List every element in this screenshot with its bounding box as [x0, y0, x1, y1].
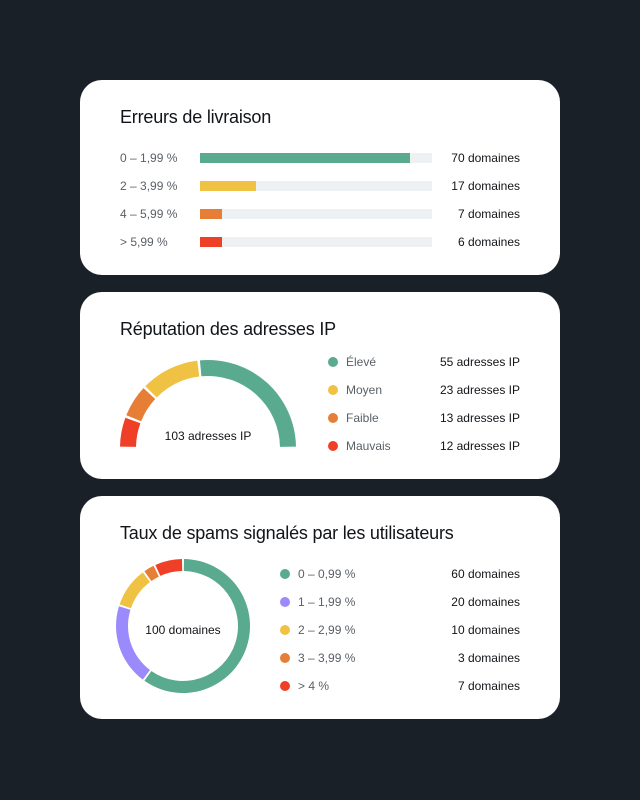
gauge-segment — [199, 360, 296, 447]
bar-value: 7 domaines — [457, 207, 520, 221]
donut-segment — [144, 559, 250, 693]
legend-value: 10 domaines — [451, 623, 520, 637]
donut-segment — [115, 606, 151, 680]
legend-dot-icon — [280, 681, 290, 691]
bar-row: 2 – 3,99 % 17 domaines — [120, 178, 520, 194]
legend-dot-icon — [280, 597, 290, 607]
legend-label: Mauvais — [346, 439, 391, 453]
bar-fill — [200, 237, 223, 247]
ip-reputation-total: 103 adresses IP — [164, 429, 252, 443]
bar-track — [200, 237, 432, 247]
gauge-segment — [126, 388, 156, 422]
legend-value: 3 domaines — [457, 651, 520, 665]
bar-track — [200, 209, 432, 219]
legend-dot-icon — [280, 625, 290, 635]
legend-dot-icon — [328, 441, 338, 451]
legend-item: 0 – 0,99 % 60 domaines — [280, 566, 520, 582]
legend-value: 23 adresses IP — [439, 383, 520, 397]
spam-rate-title: Taux de spams signalés par les utilisate… — [120, 523, 454, 543]
legend-label: 1 – 1,99 % — [298, 595, 356, 609]
legend-item: 2 – 2,99 % 10 domaines — [280, 622, 520, 638]
bar-row: 4 – 5,99 % 7 domaines — [120, 206, 520, 222]
legend-value: 60 domaines — [451, 567, 520, 581]
ip-reputation-title: Réputation des adresses IP — [120, 319, 336, 339]
legend-label: 0 – 0,99 % — [298, 567, 356, 581]
legend-value: 12 adresses IP — [439, 439, 520, 453]
legend-value: 13 adresses IP — [439, 411, 520, 425]
legend-label: 3 – 3,99 % — [298, 651, 356, 665]
spam-rate-card: Taux de spams signalés par les utilisate… — [80, 496, 560, 719]
legend-item: 1 – 1,99 % 20 domaines — [280, 594, 520, 610]
donut-segment — [119, 572, 151, 609]
spam-rate-donut — [115, 559, 250, 693]
bar-value: 6 domaines — [457, 235, 520, 249]
legend-item: > 4 % 7 domaines — [280, 678, 520, 694]
legend-label: Moyen — [346, 383, 383, 397]
legend-item: Mauvais 12 adresses IP — [328, 438, 520, 454]
bar-track — [200, 181, 432, 191]
ip-reputation-card: Réputation des adresses IP 103 adresses … — [80, 292, 560, 479]
delivery-errors-title: Erreurs de livraison — [120, 107, 272, 127]
legend-item: 3 – 3,99 % 3 domaines — [280, 650, 520, 666]
bar-value: 70 domaines — [451, 151, 520, 165]
bar-row: > 5,99 % 6 domaines — [120, 234, 520, 250]
bar-label: 2 – 3,99 % — [120, 179, 178, 193]
bar-label: 0 – 1,99 % — [120, 151, 178, 165]
legend-item: Moyen 23 adresses IP — [328, 382, 520, 398]
legend-label: > 4 % — [298, 679, 330, 693]
ip-reputation-gauge — [120, 360, 296, 447]
delivery-errors-card: Erreurs de livraison 0 – 1,99 % 70 domain… — [80, 80, 560, 275]
bar-fill — [200, 181, 256, 191]
gauge-segment — [120, 417, 141, 447]
legend-dot-icon — [328, 385, 338, 395]
bar-fill — [200, 209, 223, 219]
bar-value: 17 domaines — [451, 179, 520, 193]
legend-value: 20 domaines — [451, 595, 520, 609]
legend-value: 55 adresses IP — [439, 355, 520, 369]
legend-item: Élevé 55 adresses IP — [328, 354, 520, 370]
legend-label: Faible — [346, 411, 379, 425]
bar-label: 4 – 5,99 % — [120, 207, 178, 221]
bar-track — [200, 153, 432, 163]
legend-label: Élevé — [346, 355, 377, 369]
legend-dot-icon — [328, 413, 338, 423]
legend-dot-icon — [328, 357, 338, 367]
legend-dot-icon — [280, 653, 290, 663]
donut-segment — [155, 559, 183, 576]
spam-rate-total: 100 domaines — [145, 623, 221, 637]
legend-item: Faible 13 adresses IP — [328, 410, 520, 426]
legend-label: 2 – 2,99 % — [298, 623, 356, 637]
legend-value: 7 domaines — [457, 679, 520, 693]
gauge-segment — [145, 360, 200, 398]
bar-row: 0 – 1,99 % 70 domaines — [120, 150, 520, 166]
bar-label: > 5,99 % — [120, 235, 168, 249]
legend-dot-icon — [280, 569, 290, 579]
bar-fill — [200, 153, 410, 163]
donut-segment — [144, 565, 159, 582]
